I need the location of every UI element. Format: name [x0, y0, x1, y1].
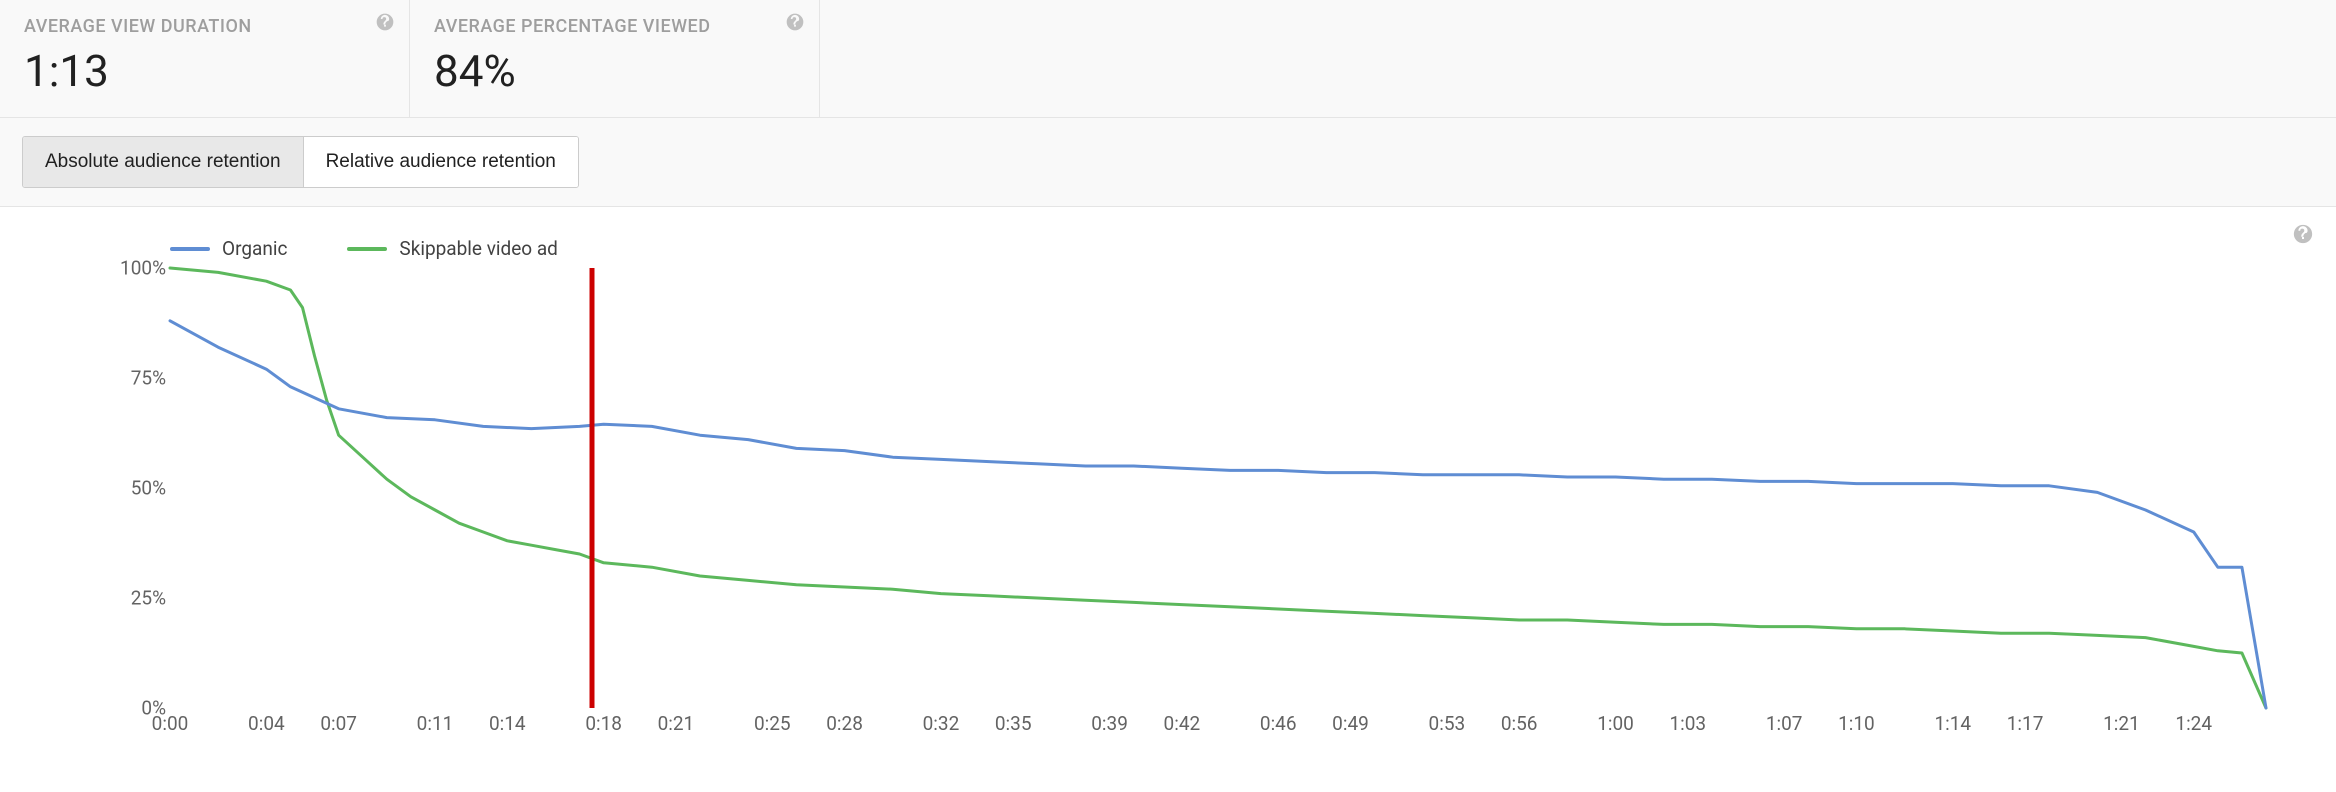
x-tick-label: 1:14: [1934, 712, 1971, 735]
plot-svg: [170, 268, 2266, 708]
x-tick-label: 0:11: [417, 712, 454, 735]
x-tick-label: 0:56: [1501, 712, 1538, 735]
x-tick-label: 1:17: [2007, 712, 2044, 735]
x-tick-label: 0:14: [489, 712, 526, 735]
x-axis: 0:000:040:070:110:140:180:210:250:280:32…: [170, 712, 2266, 742]
x-tick-label: 0:39: [1091, 712, 1128, 735]
x-tick-label: 0:21: [658, 712, 695, 735]
playhead-marker[interactable]: [589, 268, 594, 708]
x-tick-label: 0:42: [1164, 712, 1201, 735]
tab-absolute-retention[interactable]: Absolute audience retention: [23, 137, 303, 187]
x-tick-label: 0:32: [923, 712, 960, 735]
legend-item-organic[interactable]: Organic: [170, 237, 287, 260]
plot-area[interactable]: 0%25%50%75%100% 0:000:040:070:110:140:18…: [170, 268, 2266, 708]
x-tick-label: 1:00: [1597, 712, 1634, 735]
x-tick-label: 1:10: [1838, 712, 1875, 735]
y-tick-label: 25%: [96, 587, 166, 610]
legend-label: Organic: [222, 237, 287, 260]
y-tick-label: 75%: [96, 367, 166, 390]
help-icon[interactable]: [2292, 223, 2314, 245]
y-axis: 0%25%50%75%100%: [96, 268, 166, 708]
x-tick-label: 1:07: [1766, 712, 1803, 735]
series-line-skippable: [170, 268, 2266, 708]
chart-legend: Organic Skippable video ad: [170, 237, 2306, 260]
retention-tabs-bar: Absolute audience retention Relative aud…: [0, 118, 2336, 207]
retention-segmented-control: Absolute audience retention Relative aud…: [22, 136, 579, 188]
x-tick-label: 0:04: [248, 712, 285, 735]
metric-value: 1:13: [24, 45, 385, 97]
x-tick-label: 0:53: [1429, 712, 1466, 735]
x-tick-label: 1:03: [1669, 712, 1706, 735]
legend-item-skippable[interactable]: Skippable video ad: [347, 237, 558, 260]
metric-card-avg-percentage-viewed[interactable]: AVERAGE PERCENTAGE VIEWED 84%: [410, 0, 820, 117]
x-tick-label: 0:00: [152, 712, 189, 735]
legend-label: Skippable video ad: [399, 237, 558, 260]
legend-swatch: [347, 247, 387, 251]
metric-card-avg-view-duration[interactable]: AVERAGE VIEW DURATION 1:13: [0, 0, 410, 117]
help-icon[interactable]: [785, 12, 805, 32]
metric-label: AVERAGE VIEW DURATION: [24, 16, 385, 37]
x-tick-label: 0:28: [826, 712, 863, 735]
x-tick-label: 1:21: [2103, 712, 2140, 735]
metric-label: AVERAGE PERCENTAGE VIEWED: [434, 16, 795, 37]
x-tick-label: 0:49: [1332, 712, 1369, 735]
x-tick-label: 0:35: [995, 712, 1032, 735]
x-tick-label: 0:46: [1260, 712, 1297, 735]
x-tick-label: 0:07: [320, 712, 357, 735]
tab-relative-retention[interactable]: Relative audience retention: [303, 137, 578, 187]
retention-chart-region: Organic Skippable video ad 0%25%50%75%10…: [0, 207, 2336, 738]
x-tick-label: 0:25: [754, 712, 791, 735]
x-tick-label: 0:18: [585, 712, 622, 735]
x-tick-label: 1:24: [2175, 712, 2212, 735]
y-tick-label: 50%: [96, 477, 166, 500]
y-tick-label: 100%: [96, 257, 166, 280]
series-line-organic: [170, 321, 2266, 708]
metric-value: 84%: [434, 45, 795, 97]
help-icon[interactable]: [375, 12, 395, 32]
metrics-bar: AVERAGE VIEW DURATION 1:13 AVERAGE PERCE…: [0, 0, 2336, 118]
legend-swatch: [170, 247, 210, 251]
